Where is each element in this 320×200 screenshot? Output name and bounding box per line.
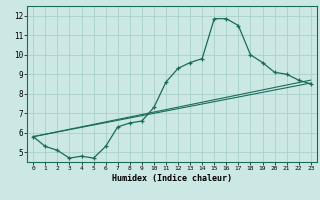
X-axis label: Humidex (Indice chaleur): Humidex (Indice chaleur) xyxy=(112,174,232,183)
